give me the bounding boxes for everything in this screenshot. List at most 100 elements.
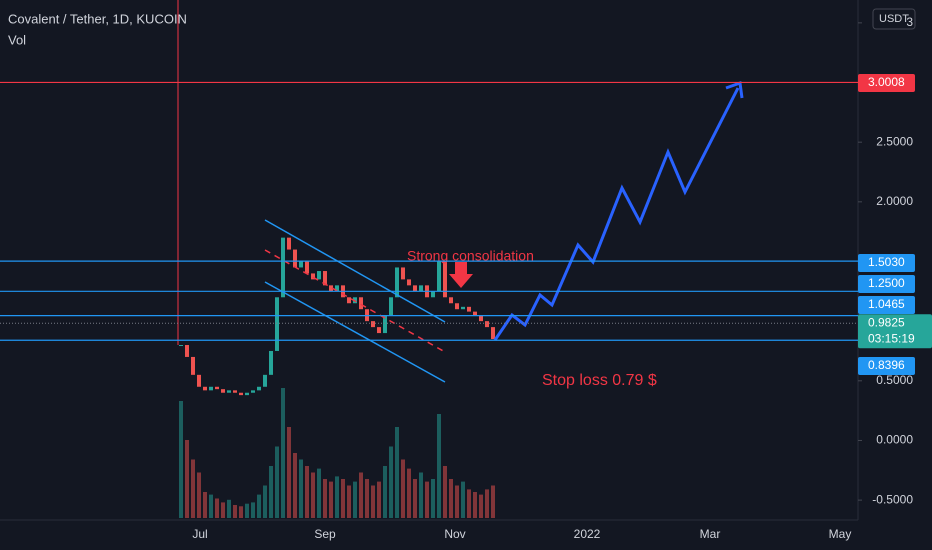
- volume-bar: [215, 498, 219, 518]
- candle: [275, 297, 279, 351]
- volume-bar: [443, 466, 447, 518]
- level-tag: [858, 296, 915, 314]
- candle: [479, 315, 483, 322]
- pane: [179, 237, 495, 518]
- volume-bar: [347, 485, 351, 518]
- time-label: May: [829, 527, 852, 541]
- volume-bar: [185, 440, 189, 518]
- candle: [413, 285, 417, 292]
- candle: [461, 306, 465, 310]
- volume-bar: [437, 414, 441, 518]
- volume-bar: [287, 427, 291, 518]
- volume-bar: [467, 489, 471, 518]
- candle: [449, 297, 453, 304]
- candle: [185, 345, 189, 357]
- volume-bar: [233, 505, 237, 518]
- level-tag: [858, 74, 915, 92]
- currency-label[interactable]: USDT: [879, 13, 909, 25]
- volume-bar: [191, 459, 195, 518]
- volume-bar: [293, 453, 297, 518]
- candle: [269, 350, 273, 375]
- candle: [317, 271, 321, 280]
- volume-bar: [407, 468, 411, 518]
- channel-lower: [264, 281, 446, 383]
- volume-bar: [431, 479, 435, 518]
- volume-bar: [335, 476, 339, 518]
- channel-mid: [264, 249, 446, 353]
- level-tag: [858, 254, 915, 272]
- candle: [203, 386, 207, 391]
- candle: [419, 285, 423, 292]
- volume-bar: [389, 446, 393, 518]
- time-label: Jul: [192, 527, 207, 541]
- volume-bar: [479, 494, 483, 518]
- time-label: Nov: [444, 527, 465, 541]
- price-tick-label: 0.5000: [876, 373, 913, 387]
- volume-bar: [305, 466, 309, 518]
- volume-bar: [419, 472, 423, 518]
- candle: [293, 249, 297, 268]
- candle: [227, 390, 231, 393]
- candle: [335, 285, 339, 292]
- candle: [329, 285, 333, 292]
- candle: [215, 386, 219, 390]
- volume-bar: [425, 481, 429, 518]
- candle: [437, 261, 441, 292]
- symbol-title: Covalent / Tether, 1D, KUCOIN: [8, 11, 187, 26]
- last-price-label: 0.9825: [868, 315, 905, 329]
- level-tag: [858, 357, 915, 375]
- volume-bar: [227, 499, 231, 518]
- volume-bar: [203, 492, 207, 518]
- candle: [239, 392, 243, 396]
- indicator-label: Vol: [8, 32, 26, 47]
- volume-bar: [341, 479, 345, 518]
- volume-bar: [317, 468, 321, 518]
- volume-bar: [353, 481, 357, 518]
- candle: [383, 315, 387, 334]
- candle: [281, 237, 285, 298]
- price-tick-label: -0.5000: [872, 492, 913, 506]
- volume-bar: [281, 388, 285, 518]
- time-label: Sep: [314, 527, 336, 541]
- volume-bar: [299, 459, 303, 518]
- volume-bar: [377, 481, 381, 518]
- candle: [431, 291, 435, 298]
- candle: [191, 356, 195, 375]
- price-tick-label: 2.5000: [876, 134, 913, 148]
- volume-bar: [329, 481, 333, 518]
- level-label: 1.2500: [868, 276, 905, 290]
- candle: [347, 297, 351, 304]
- currency-box[interactable]: [872, 8, 916, 30]
- candle: [233, 390, 237, 393]
- candle: [371, 321, 375, 328]
- candle: [485, 321, 489, 328]
- down-arrow: [449, 262, 473, 288]
- level-label: 3.0008: [868, 75, 905, 89]
- candle: [299, 261, 303, 268]
- candle: [221, 389, 225, 393]
- volume-bar: [473, 492, 477, 518]
- candle: [377, 327, 381, 334]
- annotation-stop-loss: Stop loss 0.79 $: [542, 372, 657, 389]
- candle: [197, 374, 201, 387]
- candle: [287, 237, 291, 250]
- candle: [263, 374, 267, 387]
- level-label: 1.5030: [868, 255, 905, 269]
- volume-bar: [485, 489, 489, 518]
- candle: [389, 297, 393, 316]
- time-label: Mar: [700, 527, 721, 541]
- candle: [455, 303, 459, 310]
- level-label: 1.0465: [868, 297, 905, 311]
- volume-bar: [251, 502, 255, 518]
- candle: [401, 267, 405, 280]
- time-label: 2022: [574, 527, 601, 541]
- volume-bar: [311, 472, 315, 518]
- price-tick-label: 0.0000: [876, 433, 913, 447]
- volume-bar: [263, 485, 267, 518]
- candle: [359, 297, 363, 310]
- candle: [491, 327, 495, 340]
- last-price-tag: [858, 314, 932, 349]
- volume-bar: [209, 494, 213, 518]
- volume-bar: [449, 479, 453, 518]
- candle: [305, 261, 309, 274]
